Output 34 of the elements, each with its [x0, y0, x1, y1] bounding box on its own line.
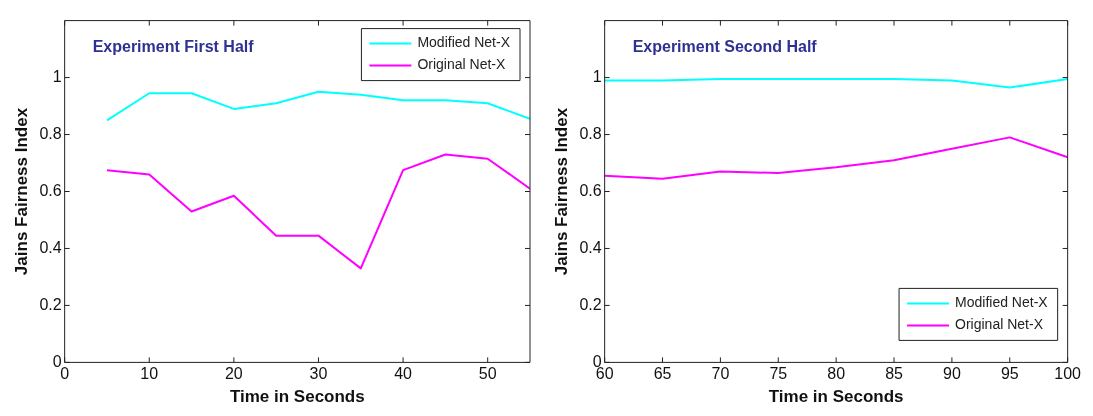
- y-tick-label: 0.2: [39, 295, 62, 313]
- legend-label: Original Net-X: [955, 316, 1044, 333]
- y-tick-label: 0.2: [579, 295, 602, 313]
- x-axis-title: Time in Seconds: [768, 387, 904, 407]
- x-tick-label: 90: [943, 365, 961, 383]
- x-tick-label: 20: [224, 365, 243, 383]
- x-tick-label: 85: [885, 365, 904, 383]
- y-axis-title: Jains Fairness Index: [551, 107, 571, 276]
- legend-label: Modified Net-X: [955, 294, 1049, 311]
- y-tick-label: 0.6: [39, 181, 62, 199]
- x-tick-label: 40: [394, 365, 413, 383]
- x-tick-label: 50: [478, 365, 497, 383]
- y-tick-label: 0: [52, 352, 62, 370]
- y-tick-label: 0.4: [579, 238, 602, 256]
- text: Experiment First Half: [92, 38, 255, 56]
- y-tick-label: 0.8: [39, 124, 62, 142]
- y-tick-label: 1: [52, 67, 62, 85]
- legend-label: Modified Net-X: [417, 34, 511, 51]
- y-tick-label: 1: [592, 67, 602, 85]
- text: Experiment Second Half: [632, 38, 818, 56]
- y-tick-label: 0.8: [579, 124, 602, 142]
- x-tick-label: 10: [140, 365, 159, 383]
- y-axis-title: Jains Fairness Index: [11, 107, 31, 276]
- x-tick-label: 100: [1054, 365, 1082, 383]
- x-tick-label: 65: [653, 365, 672, 383]
- x-tick-label: 80: [827, 365, 846, 383]
- legend-label: Original Net-X: [417, 56, 506, 73]
- y-tick-label: 0.4: [39, 238, 62, 256]
- x-tick-label: 70: [711, 365, 730, 383]
- x-tick-label: 75: [769, 365, 788, 383]
- x-tick-label: 30: [309, 365, 328, 383]
- x-axis-title: Time in Seconds: [229, 387, 365, 407]
- x-tick-label: 95: [1000, 365, 1019, 383]
- y-tick-label: 0.6: [579, 181, 602, 199]
